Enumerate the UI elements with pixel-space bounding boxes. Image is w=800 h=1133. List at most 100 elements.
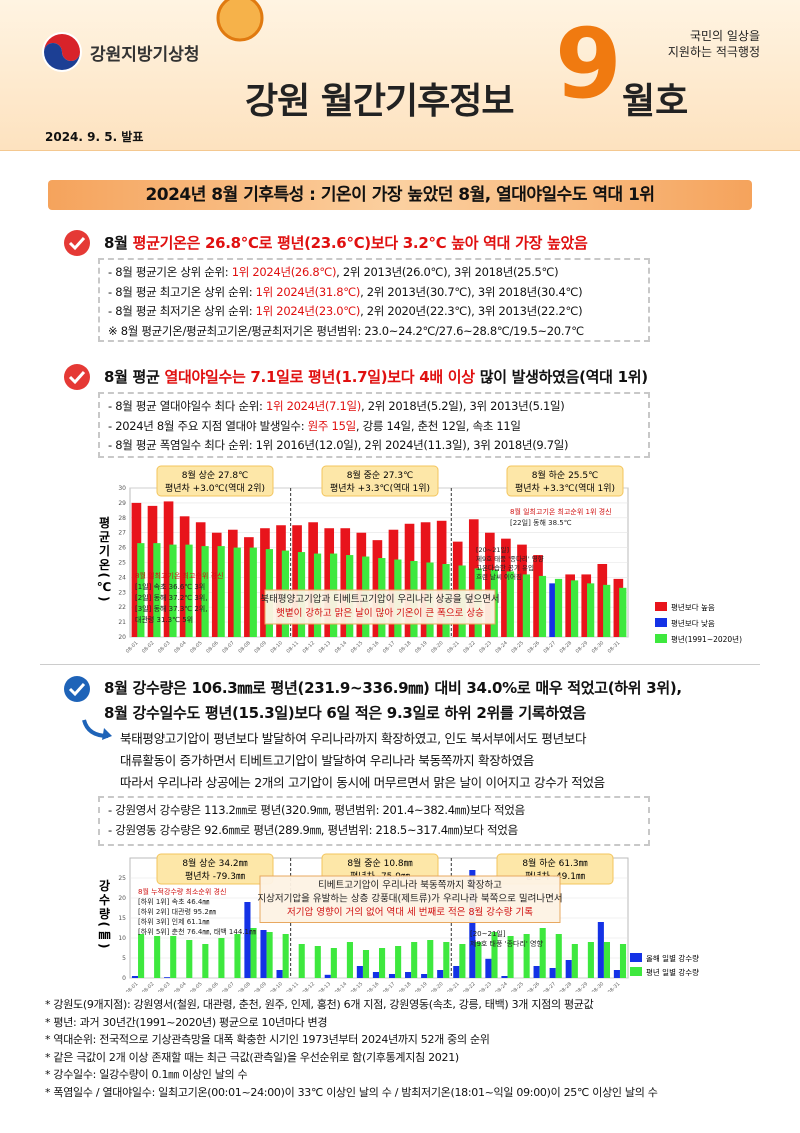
bar (571, 944, 578, 978)
bar (485, 958, 492, 978)
text-run: - 8월 평균 열대야일수 최다 순위: (108, 399, 266, 413)
note-text: [20~21일] (470, 929, 506, 938)
bar (202, 944, 209, 978)
bar (453, 966, 460, 978)
bar (356, 966, 363, 978)
x-tick-label: 08-17 (382, 981, 397, 992)
bar (169, 544, 177, 637)
bar (170, 936, 177, 978)
bar (195, 522, 206, 637)
bar (186, 940, 193, 978)
legend-label: 올해 일별 강수량 (646, 953, 699, 963)
bar (507, 936, 514, 978)
bar (340, 528, 351, 637)
bar (405, 972, 412, 978)
text-line: 8월 평균기온은 26.8℃로 평년(23.6℃)보다 3.2℃ 높아 역대 가… (104, 232, 588, 253)
text-run: 1위 2024년(7.1일) (265, 399, 361, 413)
x-tick-label: 08-16 (366, 640, 381, 655)
x-tick-label: 08-05 (189, 981, 204, 992)
legend-label: 평년 일별 강수량 (646, 967, 699, 977)
x-tick-label: 08-20 (430, 640, 445, 655)
bar (570, 580, 579, 637)
x-tick-label: 08-14 (334, 981, 349, 992)
period-box (321, 465, 439, 497)
footnote: * 평년: 과거 30년간(1991~2020년) 평균으로 10년마다 변경 (45, 1015, 328, 1029)
x-tick-label: 08-29 (575, 640, 590, 655)
bar (250, 928, 257, 978)
bar (137, 543, 145, 637)
x-tick-label: 08-05 (189, 640, 204, 655)
slogan-line: 지원하는 적극행정 (667, 45, 760, 59)
legend-swatch (630, 953, 642, 962)
text-run: - 8월 평균 최저기온 상위 순위: (108, 304, 256, 318)
text-run: , 2위 2018년(5.2일), 3위 2013년(5.1일) (360, 399, 565, 413)
bar (249, 547, 257, 637)
y-tick-label: 15 (118, 915, 126, 922)
issue-number: 9 (555, 8, 622, 120)
bar (218, 938, 225, 978)
bar (597, 563, 608, 637)
bar (282, 934, 289, 978)
period-text: 평년차 +3.3℃(역대 1위) (330, 482, 430, 494)
y-axis-label: 강수량(㎜) (97, 879, 111, 950)
paragraph-line: 따라서 우리나라 상공에는 2개의 고기압이 동시에 머무르면서 맑은 날이 이… (120, 775, 605, 790)
x-tick-label: 08-26 (527, 981, 542, 992)
text-run: 평균기온은 26.8℃로 평년(23.6℃)보다 3.2℃ 높아 역대 가장 높… (132, 234, 588, 252)
text-line: - 8월 평균 최저기온 상위 순위: 1위 2024년(23.0℃), 2위 … (108, 302, 640, 322)
x-tick-label: 08-30 (591, 981, 606, 992)
x-tick-label: 08-18 (398, 640, 413, 655)
bar (565, 574, 575, 637)
x-tick-label: 08-23 (478, 640, 493, 655)
bar (292, 525, 302, 637)
bar (427, 940, 434, 978)
x-tick-label: 08-12 (302, 640, 317, 655)
note-text: 8월 일최고기온 최고순위 경신 (135, 571, 223, 580)
y-tick-label: 25 (118, 875, 126, 882)
y-tick-label: 24 (118, 574, 126, 581)
legend-swatch (655, 634, 667, 643)
x-tick-label: 08-11 (286, 981, 301, 992)
bar (379, 948, 386, 978)
arrow-icon (82, 719, 112, 740)
text-run: , 2위 2013년(30.7℃), 3위 2018년(30.4℃) (360, 284, 583, 299)
x-tick-label: 08-01 (125, 981, 140, 992)
bar (179, 516, 190, 637)
legend-label: 평년보다 높음 (671, 602, 715, 612)
bar (533, 966, 540, 978)
text-run: , 강릉 14일, 춘천 12일, 속초 11일 (355, 418, 521, 433)
bar (549, 583, 559, 637)
bar (501, 538, 511, 637)
bar (356, 532, 367, 637)
bar (276, 970, 283, 978)
y-tick-label: 10 (118, 935, 126, 942)
text-run: , 2위 2013년(26.0℃), 3위 2018년(25.5℃) (336, 265, 559, 279)
bar (555, 934, 562, 978)
x-tick-label: 08-02 (141, 981, 156, 992)
section-heading: 8월 평균기온은 26.8℃로 평년(23.6℃)보다 3.2℃ 높아 역대 가… (104, 232, 588, 253)
x-tick-label: 08-23 (478, 981, 493, 992)
text-run: ※ 8월 평균기온/평균최고기온/평균최저기온 평년범위: 23.0~24.2℃… (108, 323, 584, 338)
period-text: 8월 하순 25.5℃ (532, 469, 598, 481)
bar (217, 546, 225, 637)
bar (234, 934, 241, 978)
x-tick-label: 08-11 (286, 640, 301, 655)
x-tick-label: 08-09 (253, 640, 268, 655)
check-icon (64, 230, 90, 256)
bar (362, 950, 370, 978)
period-text: 8월 상순 34.2㎜ (182, 857, 247, 869)
note-text: 8월 누적강수량 최소순위 경신 (138, 887, 226, 896)
bar (491, 932, 498, 978)
text-run: - 8월 평균 폭염일수 최다 순위: 1위 2016년(12.0일), 2위 … (108, 438, 569, 452)
x-tick-label: 08-22 (462, 981, 477, 992)
note-text: 티베트고기압이 우리나라 북동쪽까지 확장하고 (318, 879, 502, 891)
x-tick-label: 08-25 (510, 981, 525, 992)
text-line: - 2024년 8월 주요 지점 열대야 발생일수: 원주 15일, 강릉 14… (108, 417, 640, 437)
text-line: - 강원영동 강수량은 92.6㎜로 평년(289.9㎜, 평년범위: 218.… (108, 821, 640, 841)
legend-swatch (655, 618, 667, 627)
bar (452, 541, 463, 637)
bar (244, 537, 254, 637)
y-tick-label: 21 (118, 619, 126, 626)
x-tick-label: 08-04 (173, 981, 188, 992)
bar (485, 532, 495, 637)
x-tick-label: 08-20 (430, 981, 445, 992)
